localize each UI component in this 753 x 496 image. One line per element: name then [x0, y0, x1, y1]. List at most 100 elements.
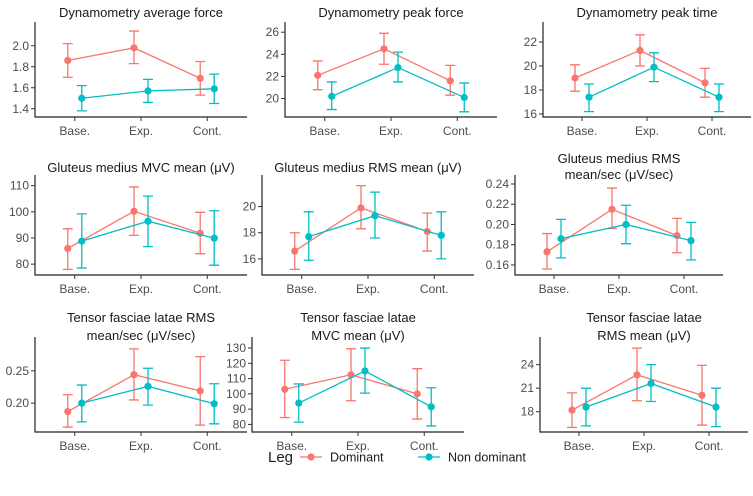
data-point [144, 87, 152, 95]
panel-title: Tensor fasciae latae [586, 310, 702, 325]
series-dominant [289, 184, 433, 271]
data-point [712, 403, 720, 411]
panel-2: Dynamometry peak force 20 22 24 26 Base. Exp. C… [266, 5, 497, 138]
panel-title: Gluteus medius MVC mean (μV) [47, 160, 234, 175]
data-point [291, 247, 299, 255]
panel-title: Dynamometry peak time [577, 5, 718, 20]
series-non-dominant [581, 363, 721, 428]
y-tick-label: 0.18 [486, 238, 510, 252]
data-point [460, 93, 468, 102]
y-tick-label: 20 [266, 92, 280, 106]
data-point [633, 371, 641, 379]
data-point [328, 92, 336, 100]
legend: Leg Dominant Non dominant [268, 449, 526, 466]
axis-line [34, 175, 247, 276]
y-tick-label: 18 [243, 226, 257, 240]
data-point [281, 385, 289, 393]
y-tick-label: 110 [227, 372, 246, 386]
series-dominant [567, 347, 707, 429]
x-tick-label: Exp. [379, 124, 403, 138]
panel-8: Tensor fasciae latae MVC mean (μV) 8090100… [226, 310, 464, 453]
y-tick-label: 1.6 [12, 81, 29, 95]
legend-label: Dominant [330, 451, 384, 465]
panel-title: mean/sec (μV/sec) [565, 167, 674, 182]
y-tick-label: 18 [524, 83, 538, 97]
data-point [78, 94, 86, 102]
x-tick-label: Exp. [356, 282, 380, 296]
data-point [413, 390, 421, 398]
data-point [357, 204, 365, 212]
y-tick-label: 90 [16, 231, 30, 245]
series-non-dominant [76, 73, 220, 112]
axis-line [542, 22, 751, 118]
x-tick-label: Exp. [129, 124, 153, 138]
data-point [210, 400, 218, 408]
y-tick-label: 1.4 [12, 102, 29, 116]
data-point [701, 79, 709, 87]
data-point [380, 45, 388, 53]
panel-4: Gluteus medius MVC mean (μV) 80 90 100 110 Ba… [9, 160, 247, 296]
panel-7: Tensor fasciae latae RMS mean/sec (μV/sec… [6, 310, 247, 453]
series-dominant [279, 348, 423, 420]
data-point [144, 217, 152, 225]
series-non-dominant [76, 367, 220, 425]
series-dominant [542, 187, 682, 270]
data-point [64, 244, 72, 253]
y-tick-label: 110 [10, 179, 29, 193]
x-tick-label: Cont. [443, 124, 472, 138]
data-point [543, 248, 551, 256]
y-tick-label: 2.0 [12, 39, 29, 53]
y-tick-label: 18 [521, 405, 535, 419]
x-tick-label: Base. [309, 124, 340, 138]
series-dominant [62, 348, 206, 428]
data-point [647, 379, 655, 388]
x-tick-label: Base. [539, 282, 570, 296]
y-tick-label: 0.22 [486, 197, 510, 211]
panel-9: Tensor fasciae latae RMS mean (μV) 18 21 24 B… [521, 310, 748, 453]
data-point [394, 63, 402, 72]
x-tick-label: Base. [567, 124, 598, 138]
y-tick-label: 80 [233, 417, 247, 431]
data-point [446, 77, 454, 85]
x-tick-label: Base. [286, 282, 317, 296]
data-point [568, 406, 576, 414]
data-point [130, 44, 138, 52]
panel-title: MVC mean (μV) [311, 328, 404, 343]
x-tick-label: Cont. [193, 124, 222, 138]
panel-title: Tensor fasciae latae [300, 310, 416, 325]
data-point [427, 403, 435, 411]
data-point [78, 237, 86, 245]
series-non-dominant [326, 51, 470, 113]
y-tick-label: 80 [16, 257, 30, 271]
x-tick-label: Cont. [193, 282, 222, 296]
x-tick-label: Exp. [129, 282, 153, 296]
data-point [582, 403, 590, 411]
legend-title: Leg [268, 449, 293, 466]
y-tick-label: 100 [226, 387, 246, 401]
x-tick-label: Base. [59, 439, 90, 453]
x-tick-label: Base. [276, 439, 307, 453]
y-tick-label: 24 [266, 47, 280, 61]
y-tick-label: 130 [226, 341, 246, 355]
data-point [314, 71, 322, 79]
axis-line [539, 337, 748, 433]
data-point [636, 46, 644, 55]
legend-key-point [307, 453, 315, 461]
x-tick-label: Exp. [346, 439, 370, 453]
data-point [650, 63, 658, 71]
axis-line [284, 22, 497, 118]
y-tick-label: 24 [521, 358, 535, 372]
series-non-dominant [303, 191, 447, 261]
y-tick-label: 16 [524, 107, 538, 121]
legend-item-non-dominant: Non dominant [418, 451, 526, 465]
panel-3: Dynamometry peak time 16 18 20 22 Base. Exp. Co… [524, 5, 751, 138]
x-tick-label: Base. [59, 282, 90, 296]
panel-1: Dynamometry average force 1.4 1.6 1.8 2.0 Bas… [12, 5, 247, 138]
data-point [130, 207, 138, 215]
data-point [361, 367, 369, 375]
data-point [305, 233, 313, 241]
data-point [130, 371, 138, 379]
